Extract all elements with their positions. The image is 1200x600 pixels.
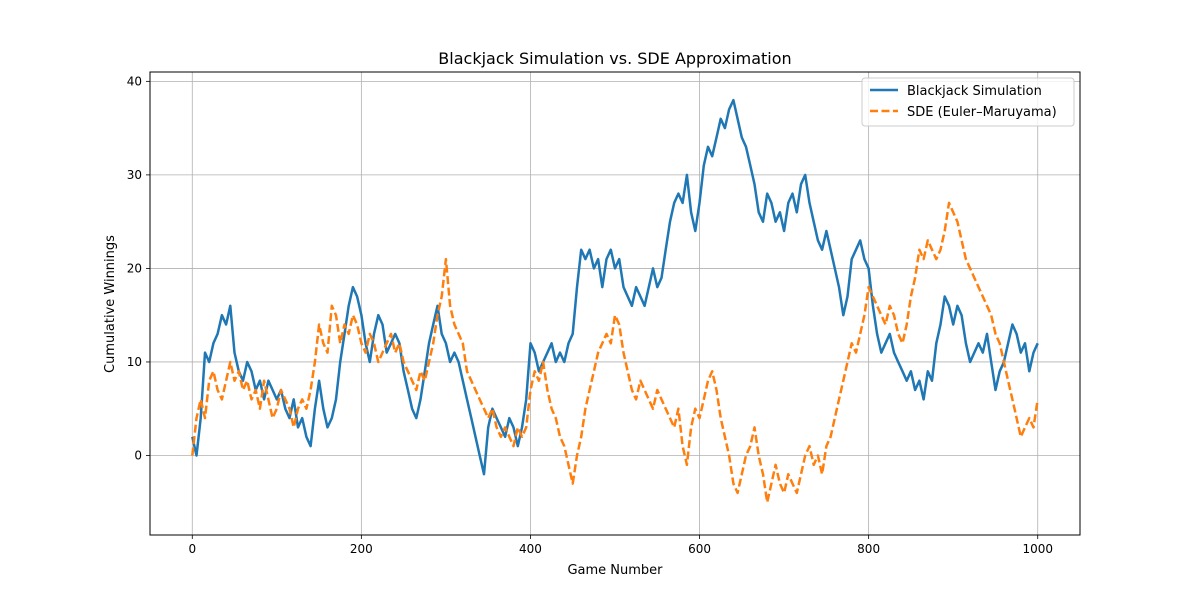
series-line-blackjack: [191, 98, 1039, 476]
x-axis-label: Game Number: [567, 563, 663, 578]
legend-label-sde: SDE (Euler–Maruyama): [907, 105, 1057, 120]
x-axis: 0 200 400 600 800 1000: [188, 535, 1053, 556]
x-tick-label: 600: [688, 542, 711, 556]
series-line-sde: [191, 201, 1039, 504]
y-tick-label: 30: [127, 168, 142, 182]
x-tick-label: 800: [857, 542, 880, 556]
plot-lines: [191, 98, 1039, 504]
y-tick-label: 40: [127, 74, 142, 88]
y-tick-label: 20: [127, 261, 142, 275]
y-tick-label: 10: [127, 355, 142, 369]
y-tick-label: 0: [134, 448, 142, 462]
legend-box: [861, 77, 1075, 127]
chart-title: Blackjack Simulation vs. SDE Approximati…: [438, 49, 791, 68]
y-axis: 0 10 20 30 40: [127, 74, 150, 462]
x-tick-label: 1000: [1022, 542, 1053, 556]
x-tick-label: 0: [188, 542, 196, 556]
axes-frame: [149, 71, 1081, 536]
legend-label-blackjack: Blackjack Simulation: [907, 84, 1042, 99]
x-tick-label: 200: [350, 542, 373, 556]
x-tick-label: 400: [519, 542, 542, 556]
legend: Blackjack Simulation SDE (Euler–Maruyama…: [861, 77, 1075, 127]
y-axis-label: Cumulative Winnings: [103, 235, 118, 373]
